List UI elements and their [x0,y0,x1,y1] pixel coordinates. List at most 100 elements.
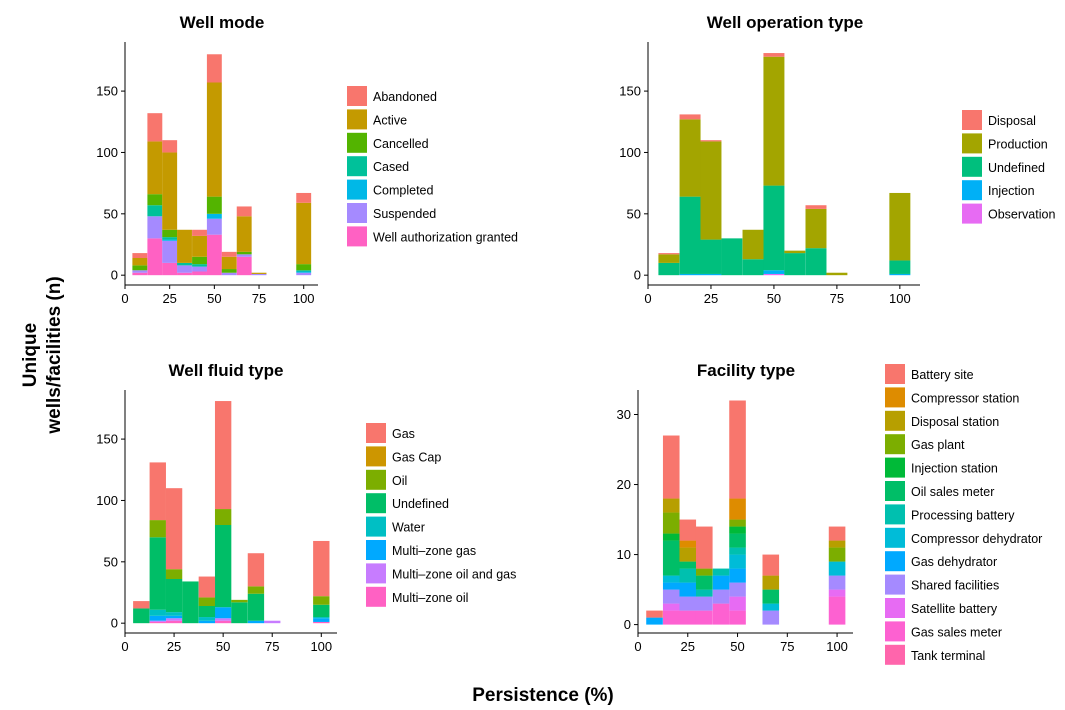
bar-segment [679,582,697,597]
legend-label: Water [392,521,425,535]
y-tick-label: 100 [96,145,118,160]
y-tick-label: 150 [96,432,118,447]
x-tick-label: 50 [730,639,744,654]
legend-label: Gas dehydrator [911,555,997,569]
bar-segment [763,273,785,276]
bar-segment [729,547,746,555]
bar-segment [162,237,178,240]
x-tick-label: 0 [644,291,651,306]
bar-segment [762,589,780,604]
legend-swatch [885,644,905,665]
legend-label: Multi–zone gas [392,544,476,558]
bar-segment [206,54,222,83]
bar-segment [721,238,743,276]
bar-segment [805,205,827,209]
legend-label: Compressor dehydrator [911,532,1042,546]
bars [133,401,330,624]
bar-segment [729,498,746,520]
bar-segment [700,239,722,274]
bar-segment [662,498,680,513]
legend-swatch [962,156,982,177]
x-tick-label: 50 [216,639,230,654]
bar-segment [182,581,199,624]
legend-swatch [885,434,905,455]
y-tick-label: 50 [104,554,118,569]
bar-segment [149,462,166,521]
bar-segment [679,119,701,197]
bar-segment [762,610,780,625]
legend-swatch [885,481,905,501]
x-tick-label: 0 [634,639,641,654]
bar-segment [679,547,697,562]
bar-segment [662,589,680,604]
bar-segment [165,488,183,570]
bar-segment [165,620,183,624]
legend-swatch [885,621,905,642]
legend-swatch [366,469,386,490]
bars [658,53,911,276]
x-tick-label: 75 [252,291,266,306]
legend-label: Cancelled [373,137,429,151]
bar-segment [147,141,163,195]
bar-segment [247,553,265,587]
bar-segment [165,612,183,616]
bar-segment [296,202,312,265]
legend-label: Observation [988,208,1055,222]
legend-swatch [885,457,905,478]
panel-title: Well mode [180,13,265,32]
bar-segment [192,271,207,276]
legend-label: Cased [373,160,409,174]
legend-swatch [366,516,386,537]
bar-segment [296,271,312,273]
bar-segment [313,618,330,622]
bar-segment [206,213,222,219]
bar-segment [264,620,281,624]
legend-swatch [347,86,367,106]
y-axis-title: Unique wells/facilities (n) [20,276,65,434]
legend-label: Completed [373,184,433,198]
legend-label: Suspended [373,207,436,221]
bars [132,54,312,276]
bar-segment [147,113,163,142]
bar-segment [192,229,207,236]
legend: Battery site Compressor station Disposal s… [885,364,1042,665]
legend-label: Injection station [911,462,998,476]
panel-title: Well operation type [707,13,864,32]
bar-segment [646,610,663,618]
legend-swatch [962,180,982,201]
bar-segment [162,229,178,238]
bar-segment [221,251,237,257]
y-tick-label: 150 [96,84,118,99]
bar-segment [742,259,764,276]
legend-swatch [347,156,367,177]
bar-segment [679,540,697,548]
bar-segment [742,229,764,260]
legend-swatch [885,574,905,595]
bar-segment [192,235,207,257]
bar-segment [828,526,846,541]
bar-segment [247,593,265,621]
legend-swatch [962,110,982,130]
y-tick-label: 30 [617,407,631,422]
bar-segment [162,140,178,153]
legend-label: Gas sales meter [911,625,1002,639]
bar-segment [695,575,713,590]
bar-segment [198,576,216,598]
bar-segment [206,82,222,197]
panel-title: Well fluid type [169,361,284,380]
y-tick-label: 0 [634,268,641,283]
legend-swatch [885,551,905,572]
bar-segment [132,272,148,276]
bar-segment [826,272,848,276]
bar-segment [149,620,166,622]
bar-segment [236,216,252,252]
bar-segment [165,618,183,621]
bar-segment [165,615,183,619]
legend-swatch [347,132,367,153]
bar-segment [784,253,806,276]
legend-swatch [885,364,905,384]
bar-segment [165,579,183,613]
bar-segment [231,602,248,624]
x-tick-label: 100 [310,639,332,654]
